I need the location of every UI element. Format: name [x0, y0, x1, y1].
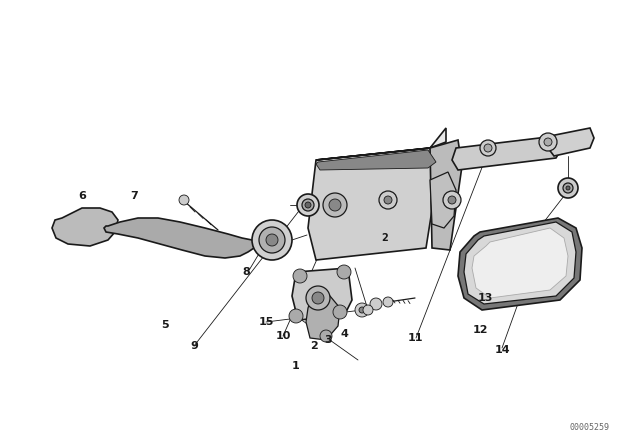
Circle shape — [363, 305, 373, 315]
Circle shape — [384, 196, 392, 204]
Circle shape — [566, 186, 570, 190]
Circle shape — [558, 178, 578, 198]
Polygon shape — [548, 128, 594, 156]
Circle shape — [293, 269, 307, 283]
Circle shape — [297, 194, 319, 216]
Text: 5: 5 — [161, 320, 169, 330]
Polygon shape — [316, 128, 446, 160]
Circle shape — [302, 199, 314, 211]
Circle shape — [443, 191, 461, 209]
Text: 13: 13 — [477, 293, 493, 303]
Circle shape — [539, 133, 557, 151]
Circle shape — [266, 234, 278, 246]
Circle shape — [544, 138, 552, 146]
Polygon shape — [472, 228, 568, 298]
Circle shape — [448, 196, 456, 204]
Polygon shape — [430, 140, 462, 250]
Text: 1: 1 — [292, 361, 300, 371]
Circle shape — [259, 227, 285, 253]
Circle shape — [323, 193, 347, 217]
Text: 11: 11 — [407, 333, 423, 343]
Circle shape — [355, 303, 369, 317]
Polygon shape — [452, 136, 562, 170]
Circle shape — [480, 140, 496, 156]
Circle shape — [337, 265, 351, 279]
Circle shape — [252, 220, 292, 260]
Polygon shape — [430, 172, 456, 228]
Circle shape — [563, 183, 573, 193]
Polygon shape — [104, 218, 255, 258]
Text: 14: 14 — [494, 345, 510, 355]
Circle shape — [312, 292, 324, 304]
Text: 00005259: 00005259 — [570, 423, 610, 432]
Text: 7: 7 — [130, 191, 138, 201]
Circle shape — [320, 330, 332, 342]
Circle shape — [484, 144, 492, 152]
Circle shape — [306, 286, 330, 310]
Text: 2: 2 — [310, 341, 318, 351]
Text: 10: 10 — [275, 331, 291, 341]
Polygon shape — [464, 222, 576, 304]
Text: 15: 15 — [259, 317, 274, 327]
Circle shape — [379, 191, 397, 209]
Polygon shape — [316, 150, 436, 170]
Text: 8: 8 — [242, 267, 250, 277]
Polygon shape — [308, 148, 438, 260]
Polygon shape — [292, 268, 352, 320]
Text: 9: 9 — [190, 341, 198, 351]
Circle shape — [179, 195, 189, 205]
Text: 4: 4 — [340, 329, 348, 339]
Circle shape — [333, 305, 347, 319]
Circle shape — [289, 309, 303, 323]
Text: 12: 12 — [472, 325, 488, 335]
Circle shape — [370, 298, 382, 310]
Text: 2: 2 — [381, 233, 388, 243]
Circle shape — [305, 202, 311, 208]
Text: 3: 3 — [324, 335, 332, 345]
Polygon shape — [458, 218, 582, 310]
Circle shape — [383, 297, 393, 307]
Text: 6: 6 — [78, 191, 86, 201]
Circle shape — [329, 199, 341, 211]
Circle shape — [359, 307, 365, 313]
Polygon shape — [306, 296, 340, 340]
Polygon shape — [52, 208, 118, 246]
